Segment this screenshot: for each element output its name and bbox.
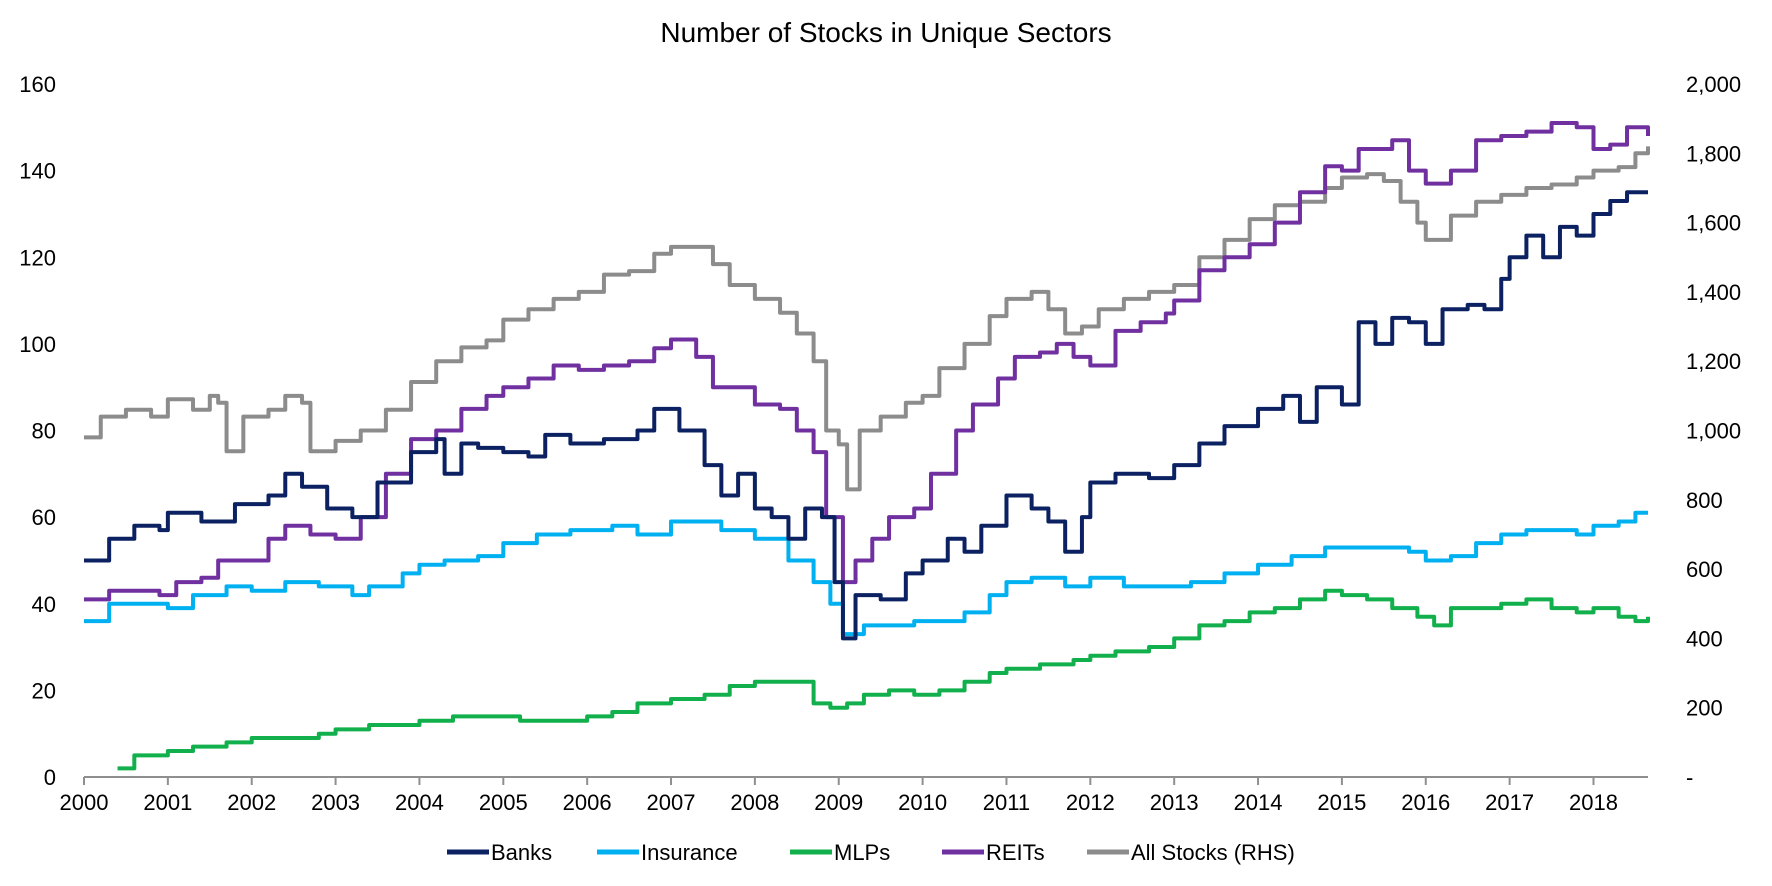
y-right-tick-label: 400 xyxy=(1686,626,1723,651)
x-tick-label: 2007 xyxy=(647,790,696,815)
y-right-tick-label: 2,000 xyxy=(1686,72,1741,97)
y-right-tick-label: 1,200 xyxy=(1686,349,1741,374)
legend-item-reits: REITs xyxy=(942,840,1045,865)
x-tick-label: 2004 xyxy=(395,790,444,815)
series-line-insurance xyxy=(84,510,1648,637)
y-left-tick-label: 0 xyxy=(44,765,56,790)
x-tick-label: 2000 xyxy=(60,790,109,815)
y-right-tick-label: 1,600 xyxy=(1686,211,1741,236)
legend-item-mlps: MLPs xyxy=(790,840,890,865)
y-right-tick-label: - xyxy=(1686,765,1693,790)
y-right-tick-label: 600 xyxy=(1686,557,1723,582)
y-right-tick-label: 1,000 xyxy=(1686,419,1741,444)
x-tick-label: 2003 xyxy=(311,790,360,815)
x-tick-label: 2005 xyxy=(479,790,528,815)
x-tick-label: 2002 xyxy=(227,790,276,815)
x-tick-label: 2017 xyxy=(1485,790,1534,815)
x-tick-label: 2013 xyxy=(1150,790,1199,815)
series-line-banks xyxy=(84,190,1648,641)
x-tick-label: 2014 xyxy=(1234,790,1283,815)
legend-item-banks: Banks xyxy=(447,840,552,865)
x-tick-label: 2011 xyxy=(983,790,1030,815)
legend-label: Insurance xyxy=(641,840,738,865)
x-tick-label: 2016 xyxy=(1401,790,1450,815)
x-tick-label: 2001 xyxy=(143,790,192,815)
x-tick-label: 2009 xyxy=(814,790,863,815)
plot-area xyxy=(84,120,1650,771)
legend-label: Banks xyxy=(491,840,552,865)
legend-label: All Stocks (RHS) xyxy=(1131,840,1295,865)
series-line-mlps xyxy=(117,588,1650,771)
series-line-all-stocks-rhs xyxy=(84,146,1650,492)
y-left-tick-label: 60 xyxy=(32,505,56,530)
y-right-tick-label: 800 xyxy=(1686,488,1723,513)
legend-label: REITs xyxy=(986,840,1045,865)
y-right-tick-label: 200 xyxy=(1686,696,1723,721)
legend-label: MLPs xyxy=(834,840,890,865)
y-right-tick-label: 1,800 xyxy=(1686,141,1741,166)
legend-item-all-stocks-rhs: All Stocks (RHS) xyxy=(1087,840,1295,865)
y-axis-left: 0 20 40 60 80 100 120 140 160 xyxy=(19,72,56,790)
x-tick-label: 2018 xyxy=(1569,790,1618,815)
y-axis-right: - 200 400 600 800 1,000 1,200 1,400 1,600 1,800 2,… xyxy=(1686,72,1741,790)
x-tick-label: 2006 xyxy=(563,790,612,815)
y-left-tick-label: 120 xyxy=(19,245,56,270)
chart-title: Number of Stocks in Unique Sectors xyxy=(660,17,1111,48)
y-left-tick-label: 140 xyxy=(19,159,56,184)
y-left-tick-label: 160 xyxy=(19,72,56,97)
legend-item-insurance: Insurance xyxy=(597,840,738,865)
y-left-tick-label: 20 xyxy=(32,678,56,703)
x-tick-label: 2008 xyxy=(730,790,779,815)
series-line-reits xyxy=(84,120,1650,602)
x-axis: 2000 2001 2002 2003 2004 2005 2006 2007 2008 2009… xyxy=(60,776,1648,815)
y-right-tick-label: 1,400 xyxy=(1686,280,1741,305)
legend: Banks Insurance MLPs REITs All Stocks (RHS) xyxy=(447,840,1295,865)
x-tick-label: 2012 xyxy=(1066,790,1115,815)
x-tick-label: 2015 xyxy=(1317,790,1366,815)
y-left-tick-label: 100 xyxy=(19,332,56,357)
y-left-tick-label: 80 xyxy=(32,419,56,444)
x-tick-label: 2010 xyxy=(898,790,947,815)
y-left-tick-label: 40 xyxy=(32,592,56,617)
